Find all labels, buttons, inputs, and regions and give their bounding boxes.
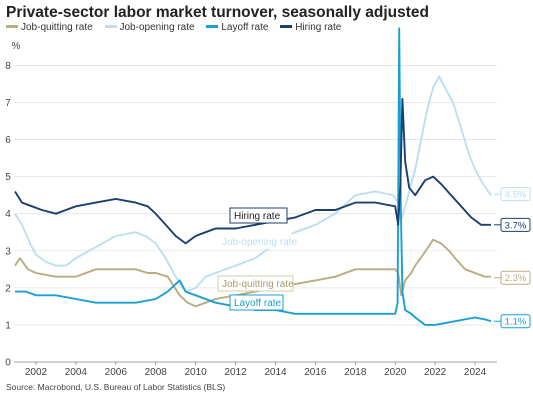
x-tick-label: 2004 [65, 367, 88, 378]
x-tick-label: 2014 [264, 367, 287, 378]
legend-label-opening: Job-opening rate [119, 22, 195, 33]
legend-item-opening: Job-opening rate [104, 22, 195, 33]
end-value-label: 1.1% [505, 317, 527, 328]
end-label-box [500, 314, 531, 329]
legend-swatch-layoff [206, 24, 219, 28]
y-tick-label: 4 [5, 209, 11, 220]
y-tick-label: 2 [5, 283, 11, 294]
legend-item-hiring: Hiring rate [280, 22, 341, 33]
x-tick-label: 2006 [105, 367, 128, 378]
source-note: Source: Macrobond, U.S. Bureau of Labor … [6, 382, 226, 392]
legend-label-quitting: Job-quitting rate [21, 22, 93, 33]
inline-label-box-job-quitting-rate [217, 275, 294, 292]
chart-title: Private-sector labor market turnover, se… [6, 4, 429, 21]
y-axis-unit: % [12, 41, 21, 52]
inline-label-layoff-rate: Layoff rate [234, 298, 282, 309]
inline-label-box-layoff-rate [229, 294, 284, 311]
inline-label-job-quitting-rate: Job-quitting rate [222, 279, 294, 290]
inline-label-box-job-opening-rate [218, 234, 294, 249]
y-tick-label: 7 [5, 98, 11, 109]
y-tick-label: 8 [5, 61, 11, 72]
legend-swatch-quitting [6, 24, 18, 28]
end-value-label: 4.5% [505, 190, 527, 201]
y-tick-label: 6 [5, 135, 11, 146]
legend-label-hiring: Hiring rate [295, 22, 342, 33]
y-tick-label: 0 [5, 358, 11, 369]
legend-item-quitting: Job-quitting rate [6, 22, 93, 33]
chart-legend: Job-quitting rate Job-opening rate Layof… [6, 22, 350, 34]
x-tick-label: 2008 [145, 367, 168, 378]
y-tick-label: 1 [5, 320, 11, 331]
series-line-layoff-rate [15, 27, 492, 326]
x-tick-label: 2024 [464, 367, 487, 378]
end-value-label: 2.3% [505, 273, 527, 284]
label-layer: 4.5% 3.7% 2.3% 1.1% Hiring rate Job-opening r… [217, 187, 531, 329]
x-tick-label: 2010 [184, 367, 207, 378]
end-label-box [500, 187, 531, 202]
end-value-label: 3.7% [505, 220, 527, 231]
end-label-box [500, 217, 531, 232]
x-tick-label: 2002 [25, 367, 48, 378]
inline-label-hiring-rate: Hiring rate [234, 211, 281, 222]
y-tick-label: 5 [5, 172, 11, 183]
x-tick-label: 2020 [384, 367, 407, 378]
legend-label-layoff: Layoff rate [221, 22, 269, 33]
end-label-box [500, 270, 531, 285]
x-tick-label: 2018 [344, 367, 367, 378]
x-tick-label: 2012 [224, 367, 247, 378]
legend-swatch-hiring [280, 24, 293, 28]
x-tick-label: 2022 [424, 367, 447, 378]
axis-layer: 0 1 2 3 4 5 6 7 8% 2002 2004 2006 2008 2010 2012 2014 20… [5, 41, 497, 378]
inline-label-job-opening-rate: Job-opening rate [222, 237, 297, 248]
inline-label-box-hiring-rate [229, 207, 288, 224]
legend-swatch-opening [104, 24, 117, 28]
x-tick-label: 2016 [304, 367, 327, 378]
y-tick-label: 3 [5, 246, 11, 257]
legend-item-layoff: Layoff rate [206, 22, 268, 33]
